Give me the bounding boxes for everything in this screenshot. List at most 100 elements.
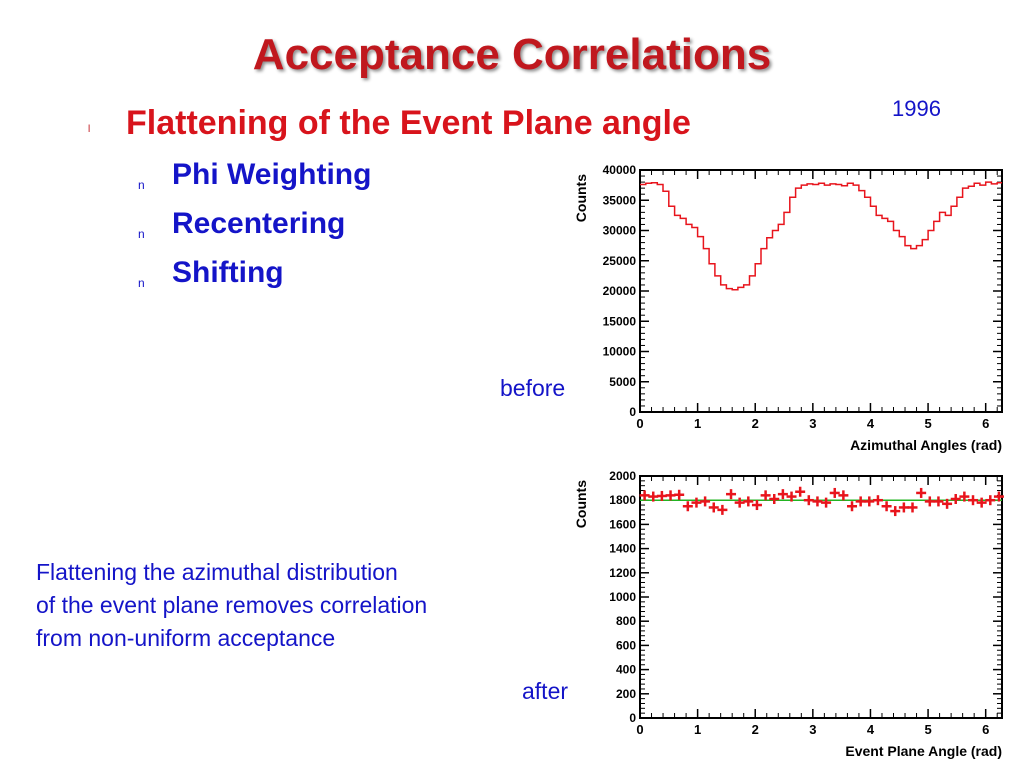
before-histogram-chart: 0 5000 10000 15000 20000 25000 30000 35000 40000… xyxy=(573,163,1003,453)
sub-bullet-marker: n xyxy=(138,227,145,241)
sub-bullet-marker: n xyxy=(138,276,145,290)
data-point xyxy=(976,497,987,508)
data-point xyxy=(786,491,797,502)
histogram-line xyxy=(640,181,1002,291)
x-tick-label: 5 xyxy=(924,416,931,431)
data-point xyxy=(855,496,866,507)
y-tick-label: 15000 xyxy=(603,314,637,328)
sub-item-recentering: Recentering xyxy=(172,207,346,240)
data-point xyxy=(803,495,814,506)
data-point xyxy=(656,490,667,501)
x-tick-label: 2 xyxy=(752,416,759,431)
data-point xyxy=(682,501,693,512)
y-tick-label: 1600 xyxy=(609,517,636,531)
data-point xyxy=(985,495,996,506)
x-tick-label: 5 xyxy=(924,722,931,737)
note-line: Flattening the azimuthal distribution xyxy=(36,559,398,585)
x-tick-label: 0 xyxy=(636,722,643,737)
data-point xyxy=(847,501,858,512)
x-tick-label: 4 xyxy=(867,722,875,737)
data-point xyxy=(648,491,659,502)
x-tick-label: 1 xyxy=(694,416,701,431)
after-label: after xyxy=(522,678,569,704)
data-point xyxy=(898,502,909,513)
data-point xyxy=(924,496,935,507)
y-tick-label: 800 xyxy=(616,614,636,628)
data-point xyxy=(907,502,918,513)
data-point xyxy=(821,497,832,508)
data-point xyxy=(743,496,754,507)
data-point xyxy=(665,490,676,501)
data-point xyxy=(751,500,762,511)
y-tick-label: 40000 xyxy=(603,163,637,177)
y-tick-label: 0 xyxy=(629,711,636,725)
data-point xyxy=(959,491,970,502)
y-tick-label: 5000 xyxy=(609,375,636,389)
y-tick-label: 600 xyxy=(616,638,636,652)
y-tick-label: 0 xyxy=(629,405,636,419)
note-line: from non-uniform acceptance xyxy=(36,625,336,651)
x-tick-label: 1 xyxy=(694,722,701,737)
y-tick-label: 35000 xyxy=(603,193,637,207)
data-point xyxy=(881,501,892,512)
heading-text: Flattening of the Event Plane angle xyxy=(126,104,691,142)
y-tick-label: 20000 xyxy=(603,284,637,298)
data-point xyxy=(760,490,771,501)
y-axis-label: Counts xyxy=(573,174,589,222)
y-axis-label: Counts xyxy=(573,480,589,528)
data-point xyxy=(639,490,650,501)
y-tick-label: 200 xyxy=(616,687,636,701)
year-label: 1996 xyxy=(892,96,941,121)
x-tick-label: 3 xyxy=(809,416,816,431)
data-point xyxy=(708,502,719,513)
data-point xyxy=(916,487,927,498)
explanation-note: Flattening the azimuthal distribution of… xyxy=(36,556,427,655)
y-tick-label: 1400 xyxy=(609,542,636,556)
y-tick-label: 1200 xyxy=(609,566,636,580)
data-point xyxy=(691,497,702,508)
plot-frame xyxy=(639,475,1003,719)
data-point xyxy=(726,489,737,500)
data-point xyxy=(734,497,745,508)
data-point xyxy=(993,491,1004,502)
x-tick-label: 0 xyxy=(636,416,643,431)
sub-item-shifting: Shifting xyxy=(172,256,284,289)
data-point xyxy=(968,495,979,506)
x-axis-label: Azimuthal Angles (rad) xyxy=(850,437,1002,453)
slide-title: Acceptance Correlations xyxy=(252,30,772,79)
data-point xyxy=(777,489,788,500)
data-point xyxy=(717,504,728,515)
y-tick-label: 1000 xyxy=(609,590,636,604)
x-tick-label: 6 xyxy=(982,416,989,431)
sub-item-phi-weighting: Phi Weighting xyxy=(172,158,372,191)
data-point xyxy=(829,487,840,498)
data-point xyxy=(872,495,883,506)
data-point xyxy=(795,486,806,497)
after-scatter-chart: 0 200 400 600 800 1000 1200 1400 1600 1800 2000 0 1 2… xyxy=(573,469,1004,759)
y-tick-label: 1800 xyxy=(609,493,636,507)
data-point xyxy=(700,496,711,507)
data-point xyxy=(674,489,685,500)
plot-frame xyxy=(639,169,1003,413)
y-tick-label: 400 xyxy=(616,663,636,677)
x-tick-label: 4 xyxy=(867,416,875,431)
x-axis-label: Event Plane Angle (rad) xyxy=(845,743,1002,759)
data-point xyxy=(950,493,961,504)
before-label: before xyxy=(500,375,566,401)
data-point xyxy=(933,496,944,507)
data-point xyxy=(864,496,875,507)
y-tick-label: 2000 xyxy=(609,469,636,483)
data-point xyxy=(812,496,823,507)
y-tick-label: 30000 xyxy=(603,224,637,238)
heading-bullet: l xyxy=(88,124,91,135)
x-tick-label: 2 xyxy=(752,722,759,737)
x-tick-label: 3 xyxy=(809,722,816,737)
data-point xyxy=(838,490,849,501)
note-line: of the event plane removes correlation xyxy=(36,592,428,618)
sub-bullet-marker: n xyxy=(138,178,145,192)
data-point xyxy=(890,506,901,517)
data-point xyxy=(769,493,780,504)
y-tick-label: 10000 xyxy=(603,345,637,359)
data-point xyxy=(942,498,953,509)
y-tick-label: 25000 xyxy=(603,254,637,268)
